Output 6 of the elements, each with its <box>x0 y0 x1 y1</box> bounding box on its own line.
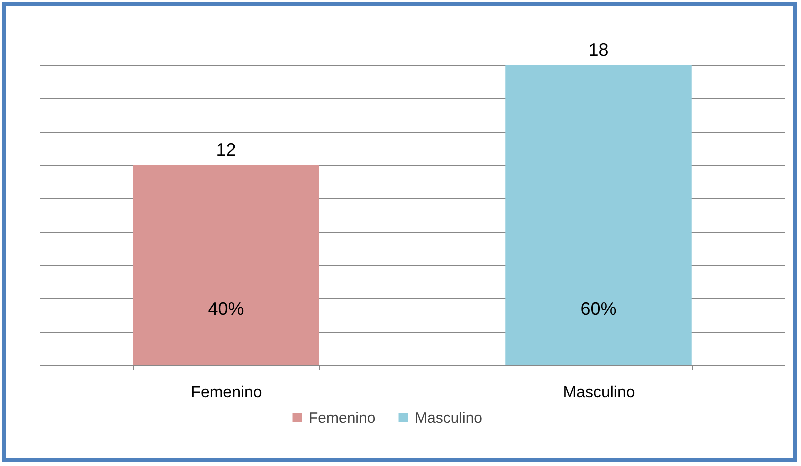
legend-label: Femenino <box>309 410 376 427</box>
annotation: 60% <box>580 299 617 319</box>
legend-label: Masculino <box>415 410 483 427</box>
data-label: 18 <box>588 40 609 60</box>
annotation: 40% <box>208 299 244 319</box>
data-label: 12 <box>216 140 236 160</box>
